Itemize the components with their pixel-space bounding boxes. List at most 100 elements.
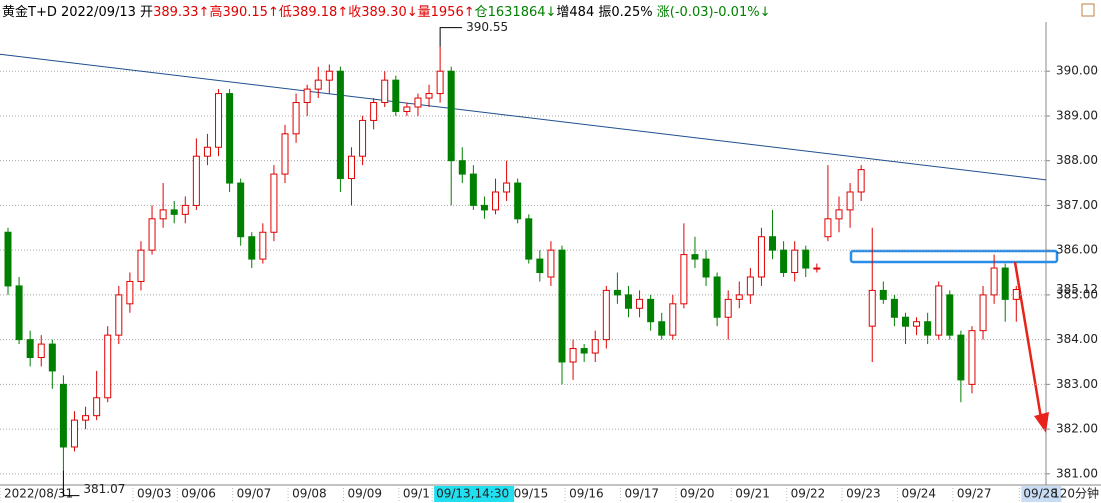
candle-body [281, 133, 289, 175]
y-tick-label: 386.00 [1056, 243, 1098, 257]
candle-body [924, 321, 932, 336]
candle-body [480, 204, 488, 211]
x-tick-label: 09/17 [624, 487, 659, 501]
header-item: 开 [140, 5, 153, 20]
candle-body [403, 106, 411, 112]
y-tick-label: 383.00 [1056, 377, 1098, 391]
highlight-box [849, 249, 1059, 264]
candle-body [215, 93, 223, 148]
x-tick-label: 09/06 [181, 487, 216, 501]
candle-body [879, 289, 887, 300]
candle-body [469, 173, 477, 206]
y-tick-label: 389.00 [1056, 108, 1098, 122]
candle-body [503, 182, 511, 193]
candle-body [137, 249, 145, 282]
x-tick-label: 09/1 [403, 487, 430, 501]
x-tick-label: 09/24 [901, 487, 936, 501]
x-tick-label: 09/20 [680, 487, 715, 501]
x-tick-label: 09/22 [791, 487, 826, 501]
candle-body [70, 419, 78, 448]
x-tick-label: 2022/08/31 [4, 487, 73, 501]
candle-body [26, 339, 34, 359]
candle-body [990, 267, 998, 296]
candle-body [492, 191, 500, 211]
candle-body [735, 294, 743, 300]
y-tick-label: 382.00 [1056, 422, 1098, 436]
candle-body [359, 119, 367, 157]
x-tick-label: 09/28 [1023, 487, 1058, 501]
candle-body [846, 191, 854, 211]
x-tick-label: 09/09 [347, 487, 382, 501]
cursor-label-bg [434, 486, 515, 502]
header: 黄金T+D 2022/09/13 开389.33↑高390.15↑低389.18… [2, 4, 770, 20]
x-tick-label: 09/03 [137, 487, 172, 501]
candle-body [192, 155, 200, 206]
candle-body [613, 289, 621, 296]
candle-body [591, 339, 599, 354]
y-tick-label: 385.00 [1056, 287, 1098, 301]
candle-body [115, 294, 123, 336]
candle-body [702, 258, 710, 278]
candle-body [414, 97, 422, 108]
candle-body [347, 155, 355, 180]
candle-body [802, 249, 810, 269]
header-item: 振0.25% [598, 5, 656, 20]
candle-body [458, 160, 466, 175]
candle-body [15, 285, 23, 341]
header-item: 低389.18↑ [279, 5, 348, 20]
x-tick-label: 09/13,14:30 [436, 487, 509, 501]
candle-body [824, 218, 832, 238]
candle-body [946, 294, 954, 336]
candle-body [580, 348, 588, 354]
candle-body [669, 303, 677, 336]
candle-body [170, 209, 178, 215]
candle-body [59, 383, 67, 448]
low-label: 381.07 [83, 482, 125, 496]
candle-body [636, 298, 644, 309]
candle-body [746, 276, 754, 296]
header-item: 收389.30↓ [348, 5, 417, 20]
high-marker [439, 27, 463, 47]
x-tick-label: 09/21 [735, 487, 770, 501]
header-item: 仓1631864↓ [475, 5, 557, 20]
candle-body [680, 254, 688, 305]
current-price-label: 385.12 [1056, 282, 1098, 296]
candle-body [791, 249, 799, 274]
header-item: 黄金T+D 2022/09/13 [2, 4, 140, 20]
candle-body [868, 289, 876, 327]
candle-body [569, 348, 577, 363]
y-tick-label: 381.00 [1056, 466, 1098, 480]
candle-body [425, 93, 433, 99]
x-tick-label: 09/08 [292, 487, 327, 501]
x-tick-label: 09/15 [514, 487, 549, 501]
candle-body [447, 70, 455, 162]
settings-icon[interactable] [1081, 3, 1095, 17]
candle-body [968, 330, 976, 385]
candle-body [558, 249, 566, 363]
candle-body [436, 70, 444, 95]
candle-body [292, 102, 300, 135]
x-tick-label: 09/07 [237, 487, 272, 501]
candle-body [647, 298, 655, 323]
header-item: 量1956↑ [418, 5, 475, 20]
candle-body [525, 218, 533, 260]
candle-body [303, 88, 311, 104]
candle-body [979, 294, 987, 332]
candle-body [259, 231, 267, 260]
candle-body [181, 204, 189, 215]
candle-body [248, 236, 256, 260]
y-tick-label: 384.00 [1056, 332, 1098, 346]
candle-body [148, 218, 156, 251]
candle-body [901, 316, 909, 327]
x-tick-label: 09/23 [846, 487, 881, 501]
candle-body [370, 102, 378, 121]
candle-body [658, 321, 666, 336]
low-marker [62, 470, 80, 497]
candle-body [325, 70, 333, 81]
candle-body [336, 70, 344, 180]
candle-body [1001, 267, 1009, 300]
candle-body [691, 254, 699, 260]
candle-body [126, 280, 134, 305]
candle-body [1012, 289, 1020, 300]
